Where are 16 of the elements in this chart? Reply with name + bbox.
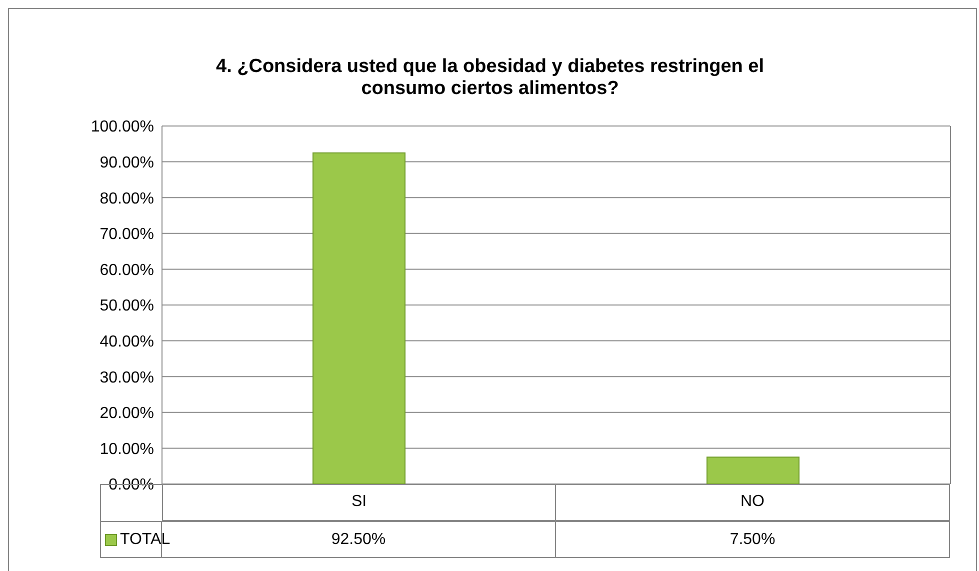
x-tick-label: SI [162,484,556,521]
y-tick-label: 80.00% [100,190,154,208]
y-tick-label: 30.00% [100,369,154,386]
y-tick-label: 50.00% [100,298,154,315]
chart-title: 4. ¿Considera usted que la obesidad y diabetes restringen el consumo ciertos alimentos? [215,56,765,100]
y-tick-label: 10.00% [100,440,154,458]
data-label: 92.50% [331,530,386,548]
y-tick-label: 20.00% [100,405,154,422]
data-label: 7.50% [556,521,950,558]
y-tick-label: 100.00% [90,118,154,136]
x-tick-label: NO [556,484,950,521]
y-tick-label: 70.00% [100,226,154,244]
y-tick-label: 40.00% [100,333,154,350]
y-tick-label: 60.00% [100,262,154,279]
legend-label: TOTAL [119,530,170,550]
y-tick-label: 90.00% [100,154,154,172]
